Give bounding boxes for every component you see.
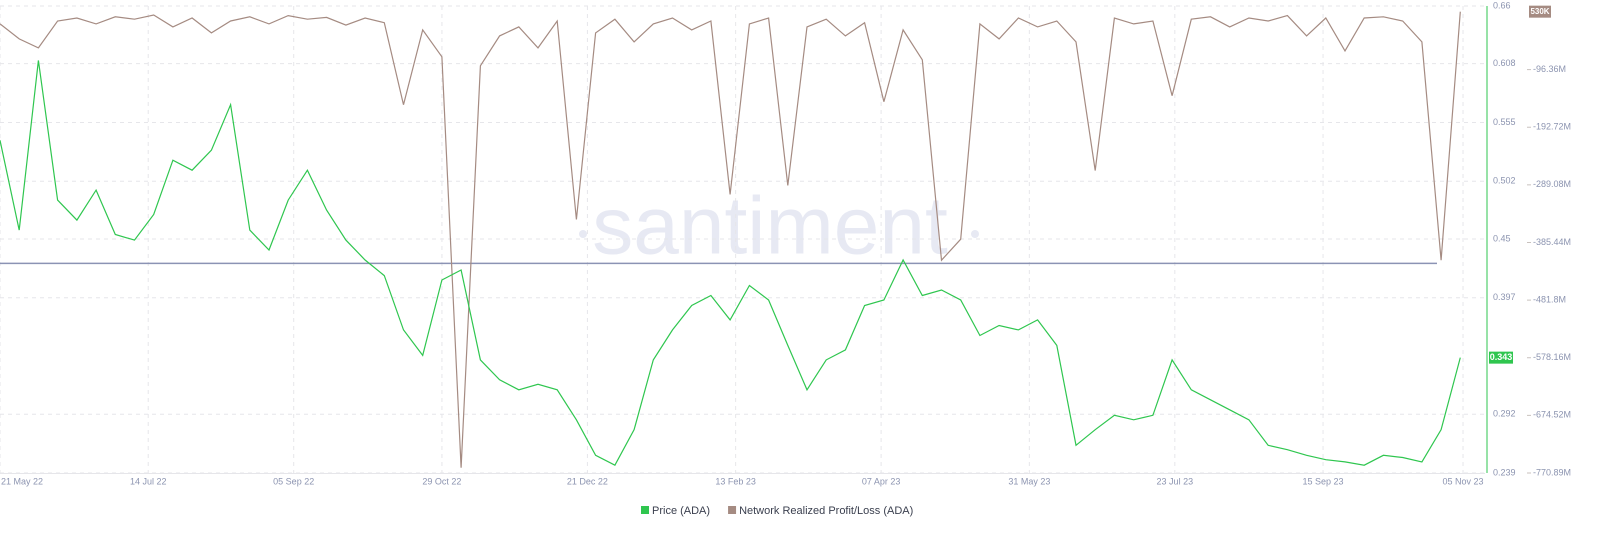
watermark: santiment	[592, 181, 948, 272]
y-tick-label: 0.239	[1493, 467, 1516, 477]
x-tick-label: 07 Apr 23	[862, 476, 901, 486]
y-tick-label: 0.292	[1493, 409, 1516, 419]
y-tick-label: 0.555	[1493, 117, 1516, 127]
watermark-dot	[971, 230, 979, 238]
watermark-dot	[579, 230, 587, 238]
y-tick-label: 0.608	[1493, 58, 1516, 68]
legend-swatch	[728, 506, 737, 514]
x-tick-label: 13 Feb 23	[715, 476, 756, 486]
y2-tick-label: -385.44M	[1533, 237, 1571, 247]
y-tick-label: 0.66	[1493, 0, 1511, 10]
y2-tick-label: -192.72M	[1533, 122, 1571, 132]
y2-tick-label: -289.08M	[1533, 179, 1571, 189]
series-line	[0, 11, 1461, 468]
x-tick-label: 21 May 22	[1, 476, 43, 486]
y2-tick-label: -481.8M	[1533, 294, 1566, 304]
y-tick-label: 0.397	[1493, 292, 1516, 302]
value-badge-label: 0.343	[1490, 352, 1513, 362]
x-tick-label: 31 May 23	[1008, 476, 1050, 486]
y2-tick-label: -578.16M	[1533, 352, 1571, 362]
y2-tick-label: -96.36M	[1533, 64, 1566, 74]
value-badge	[1489, 351, 1513, 364]
value-badge-label: 530K	[1530, 7, 1549, 16]
y2-tick-label: -674.52M	[1533, 410, 1571, 420]
x-tick-label: 05 Sep 22	[273, 476, 314, 486]
y-tick-label: 0.45	[1493, 233, 1511, 243]
y2-tick-label: -770.89M	[1533, 467, 1571, 477]
x-tick-label: 23 Jul 23	[1157, 476, 1194, 486]
x-tick-label: 14 Jul 22	[130, 476, 167, 486]
x-tick-label: 29 Oct 22	[422, 476, 461, 486]
legend-swatch	[641, 506, 649, 514]
x-tick-label: 15 Sep 23	[1303, 476, 1344, 486]
legend-label: Network Realized Profit/Loss (ADA)	[739, 505, 913, 517]
series-line	[0, 60, 1461, 467]
legend-label: Price (ADA)	[652, 505, 710, 517]
x-tick-label: 05 Nov 23	[1443, 476, 1484, 486]
value-badge	[1529, 5, 1551, 18]
y-tick-label: 0.502	[1493, 176, 1516, 186]
x-tick-label: 21 Dec 22	[567, 476, 608, 486]
